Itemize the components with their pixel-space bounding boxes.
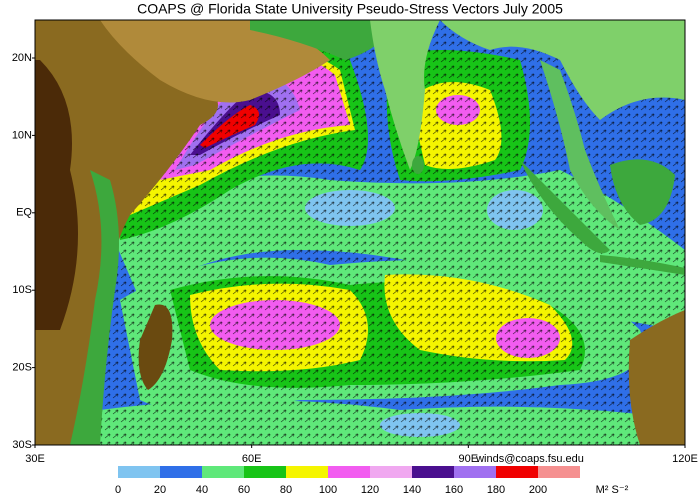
colorbar-tick-label: 180 [487, 484, 505, 496]
latitude-label: 30S [12, 439, 32, 451]
title: COAPS @ Florida State University Pseudo-… [137, 1, 563, 17]
longitude-label: 90E [459, 453, 479, 465]
colorbar-tick-label: 140 [403, 484, 421, 496]
colorbar-units: M² S⁻² [596, 484, 629, 496]
colorbar-tick-label: 20 [154, 484, 166, 496]
land-australia [628, 310, 685, 445]
longitude-label: 30E [25, 453, 45, 465]
latitude-label: 20N [12, 52, 32, 64]
colorbar-segment [244, 466, 286, 478]
longitude-labels: 30E 60E 90E 120E [25, 445, 698, 465]
credit: winds@coaps.fsu.edu [475, 453, 584, 465]
colorbar-tick-label: 100 [319, 484, 337, 496]
latitude-label: 20S [12, 362, 32, 374]
land-arabia [100, 20, 330, 103]
land-africa [35, 20, 218, 445]
map-frame [34, 19, 686, 446]
land-sumatra [520, 160, 610, 254]
land-india [370, 20, 440, 170]
latitude-label: 10N [12, 129, 32, 141]
land-africa-coast [70, 170, 119, 445]
colorbar-segment [370, 466, 412, 478]
latitude-labels: 20N 10N EQ 10S 20S 30S [12, 52, 35, 451]
colorbar-segment [328, 466, 370, 478]
colorbar-tick-label: 160 [445, 484, 463, 496]
colorbar-segment [160, 466, 202, 478]
colorbar-segment [454, 466, 496, 478]
colorbar-tick-label: 80 [280, 484, 292, 496]
land-asia [440, 20, 685, 120]
land-persia [250, 20, 400, 60]
land-madagascar [138, 304, 173, 390]
land-java [600, 255, 685, 275]
colorbar-tick-label: 200 [529, 484, 547, 496]
land-borneo [610, 159, 675, 225]
colorbar-tick-label: 60 [238, 484, 250, 496]
land-africa-highland [35, 60, 78, 330]
longitude-label: 120E [672, 453, 698, 465]
colorbar-segment [412, 466, 454, 478]
colorbar-segment [118, 466, 160, 478]
land-sri-lanka [412, 156, 424, 174]
longitude-label: 60E [242, 453, 262, 465]
colorbar-tick-label: 120 [361, 484, 379, 496]
colorbar-tick-label: 40 [196, 484, 208, 496]
colorbar-segment [202, 466, 244, 478]
land-malaya [540, 60, 620, 230]
colorbar-tick-label: 0 [115, 484, 121, 496]
map [35, 20, 685, 445]
latitude-label: EQ [16, 207, 32, 219]
colorbar-segment [286, 466, 328, 478]
colorbar-segment [538, 466, 580, 478]
colorbar: 0 20 40 60 80 100 120 140 160 180 200 [115, 466, 580, 496]
latitude-label: 10S [12, 284, 32, 296]
colorbar-segment [496, 466, 538, 478]
